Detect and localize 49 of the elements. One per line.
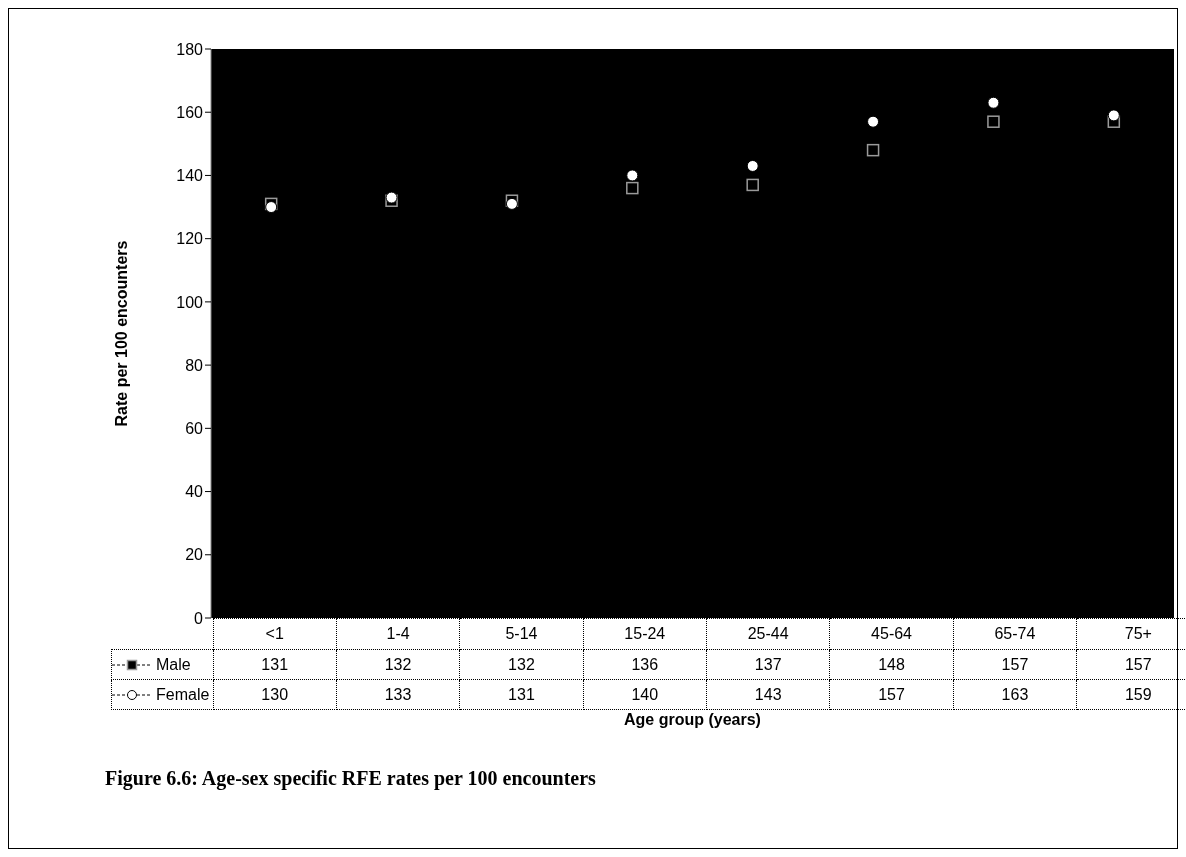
data-label: 140 [583, 679, 707, 710]
point [626, 181, 639, 195]
data-label: 148 [829, 649, 954, 680]
y-tick-label: 0 [194, 609, 204, 627]
point [626, 169, 639, 182]
x-tick-label: 15-24 [583, 618, 707, 650]
point [265, 201, 278, 214]
point [1107, 109, 1120, 122]
data-label: 132 [336, 649, 460, 680]
point [866, 143, 880, 157]
x-tick-label: 1-4 [336, 618, 460, 650]
y-tick-label: 120 [176, 230, 204, 248]
x-tick-label: 25-44 [706, 618, 830, 650]
x-tick-label: <1 [213, 618, 337, 650]
data-label: 159 [1076, 679, 1186, 710]
data-label: 163 [953, 679, 1077, 710]
data-label: 136 [583, 649, 707, 680]
data-label: 132 [459, 649, 584, 680]
text: Figure 6.6: Age-sex specific RFE rates per 100 encounters [105, 767, 596, 790]
x-tick-label: 45-64 [829, 618, 954, 650]
y-tick-label: 140 [176, 167, 204, 185]
point [746, 159, 759, 172]
y-tick-label: 20 [185, 546, 204, 564]
y-tick-label: 160 [176, 103, 204, 121]
data-label: 131 [459, 679, 584, 710]
x-tick-label: 65-74 [953, 618, 1077, 650]
legend-label: Female [111, 679, 213, 710]
y-tick-label: 100 [176, 293, 204, 311]
x-axis-title: Age group (years) [623, 711, 762, 729]
point [987, 96, 1000, 109]
y-tick-label: 40 [185, 483, 204, 501]
y-tick-label: 60 [185, 420, 204, 438]
data-label: 157 [1076, 649, 1186, 680]
data-label: 157 [953, 649, 1077, 680]
data-label: 133 [336, 679, 460, 710]
point [867, 115, 880, 128]
data-label: 157 [829, 679, 954, 710]
x-tick-label: 75+ [1076, 618, 1186, 650]
data-label: 130 [213, 679, 337, 710]
y-axis-title: Rate per 100 encounters [112, 240, 130, 427]
data-label: 131 [213, 649, 337, 680]
point [746, 178, 759, 192]
data-label: 137 [706, 649, 830, 680]
data-label: 143 [706, 679, 830, 710]
y-tick-label: 80 [185, 356, 204, 374]
y-tick-label: 180 [176, 40, 204, 58]
x-tick-label: 5-14 [459, 618, 584, 650]
legend-label: Male [111, 649, 213, 680]
point [987, 115, 1000, 128]
